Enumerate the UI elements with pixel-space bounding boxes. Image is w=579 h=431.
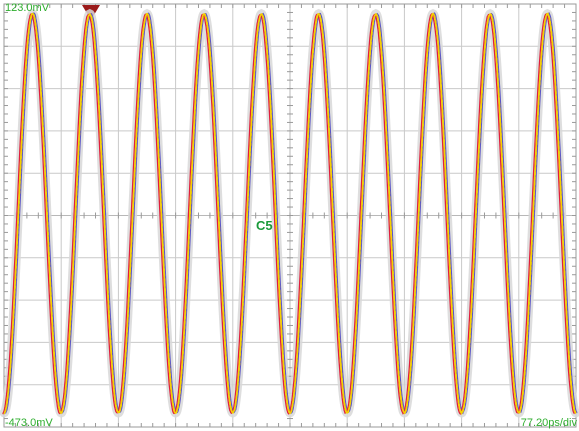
timebase-label: 77.20ps/div (520, 417, 577, 429)
waveform-trace (2, 12, 575, 416)
plot-frame (3, 3, 577, 428)
top-level-label: 123.0mV (5, 2, 50, 14)
bottom-level-label: -473.0mV (5, 417, 53, 429)
waveform-trace (4, 12, 578, 415)
center-marker-label: C5 (256, 218, 273, 233)
